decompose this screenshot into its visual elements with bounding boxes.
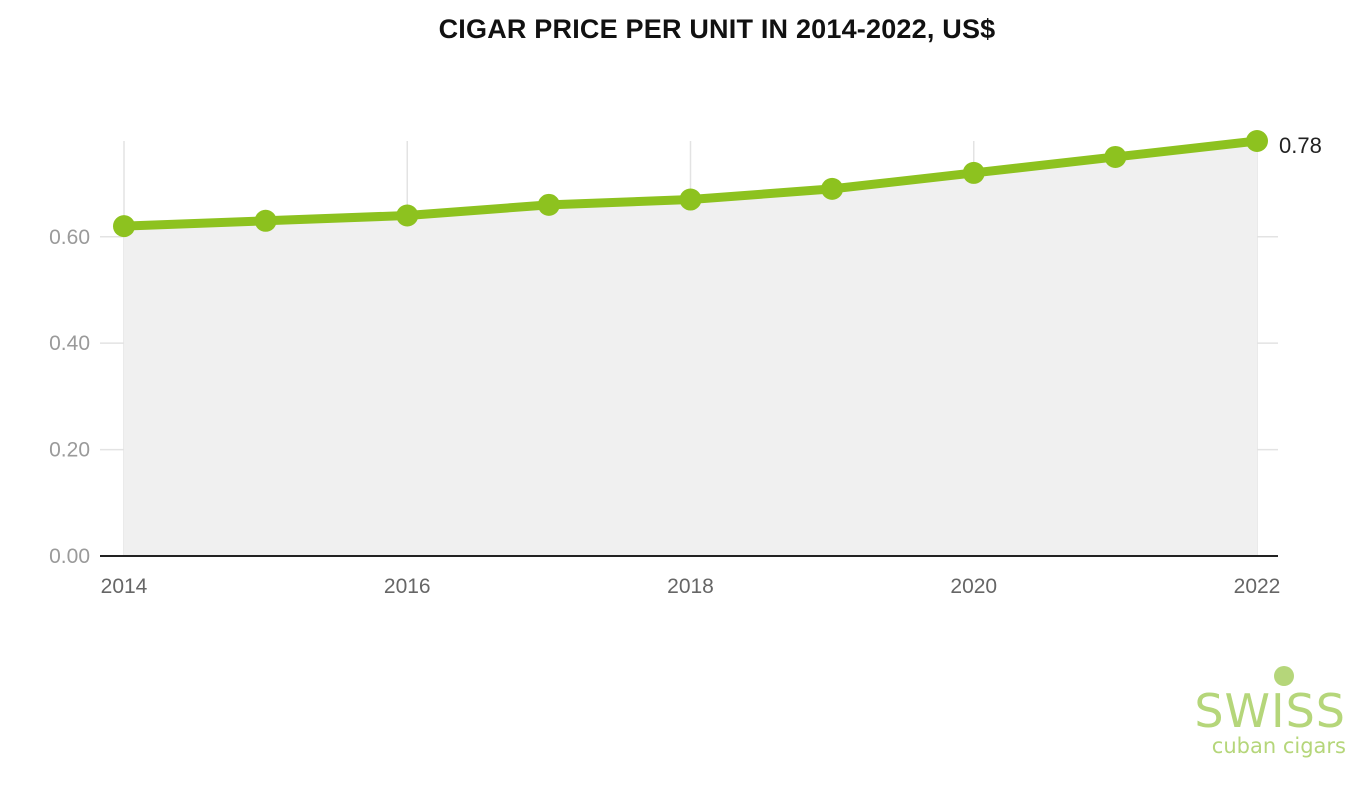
x-tick-label: 2022 [1234,575,1281,598]
data-point [1104,145,1127,168]
data-point [396,204,419,227]
data-point [962,161,985,184]
labels-layer: 0.00 0.20 0.40 0.60 2014 2016 2018 2020 2022 0.78 [49,133,1322,598]
logo-wordmark: SWISS [1186,666,1346,734]
logo-main-text: SWISS [1194,684,1346,738]
y-tick-label: 0.00 [49,545,90,568]
data-point [113,215,135,238]
logo-dot-icon [1274,666,1294,686]
swiss-cuban-cigars-logo: SWISS cuban cigars [1186,666,1346,758]
data-point [537,193,560,216]
area-fill [124,141,1257,556]
y-tick-label: 0.20 [49,439,90,462]
data-label-last: 0.78 [1279,133,1322,158]
x-tick-label: 2014 [101,575,148,598]
x-tick-label: 2016 [384,575,431,598]
data-point [821,177,844,200]
y-tick-label: 0.40 [49,332,90,355]
logo-subtitle: cuban cigars [1211,734,1346,758]
data-point [1246,130,1268,152]
area-fill-layer [124,141,1257,556]
x-tick-label: 2020 [950,575,997,598]
x-tick-label: 2018 [667,575,714,598]
data-point [679,188,702,211]
y-tick-label: 0.60 [49,226,90,249]
data-point [254,209,277,232]
data-points-layer [113,130,1268,238]
chart-title: CIGAR PRICE PER UNIT IN 2014-2022, US$ [438,14,996,44]
